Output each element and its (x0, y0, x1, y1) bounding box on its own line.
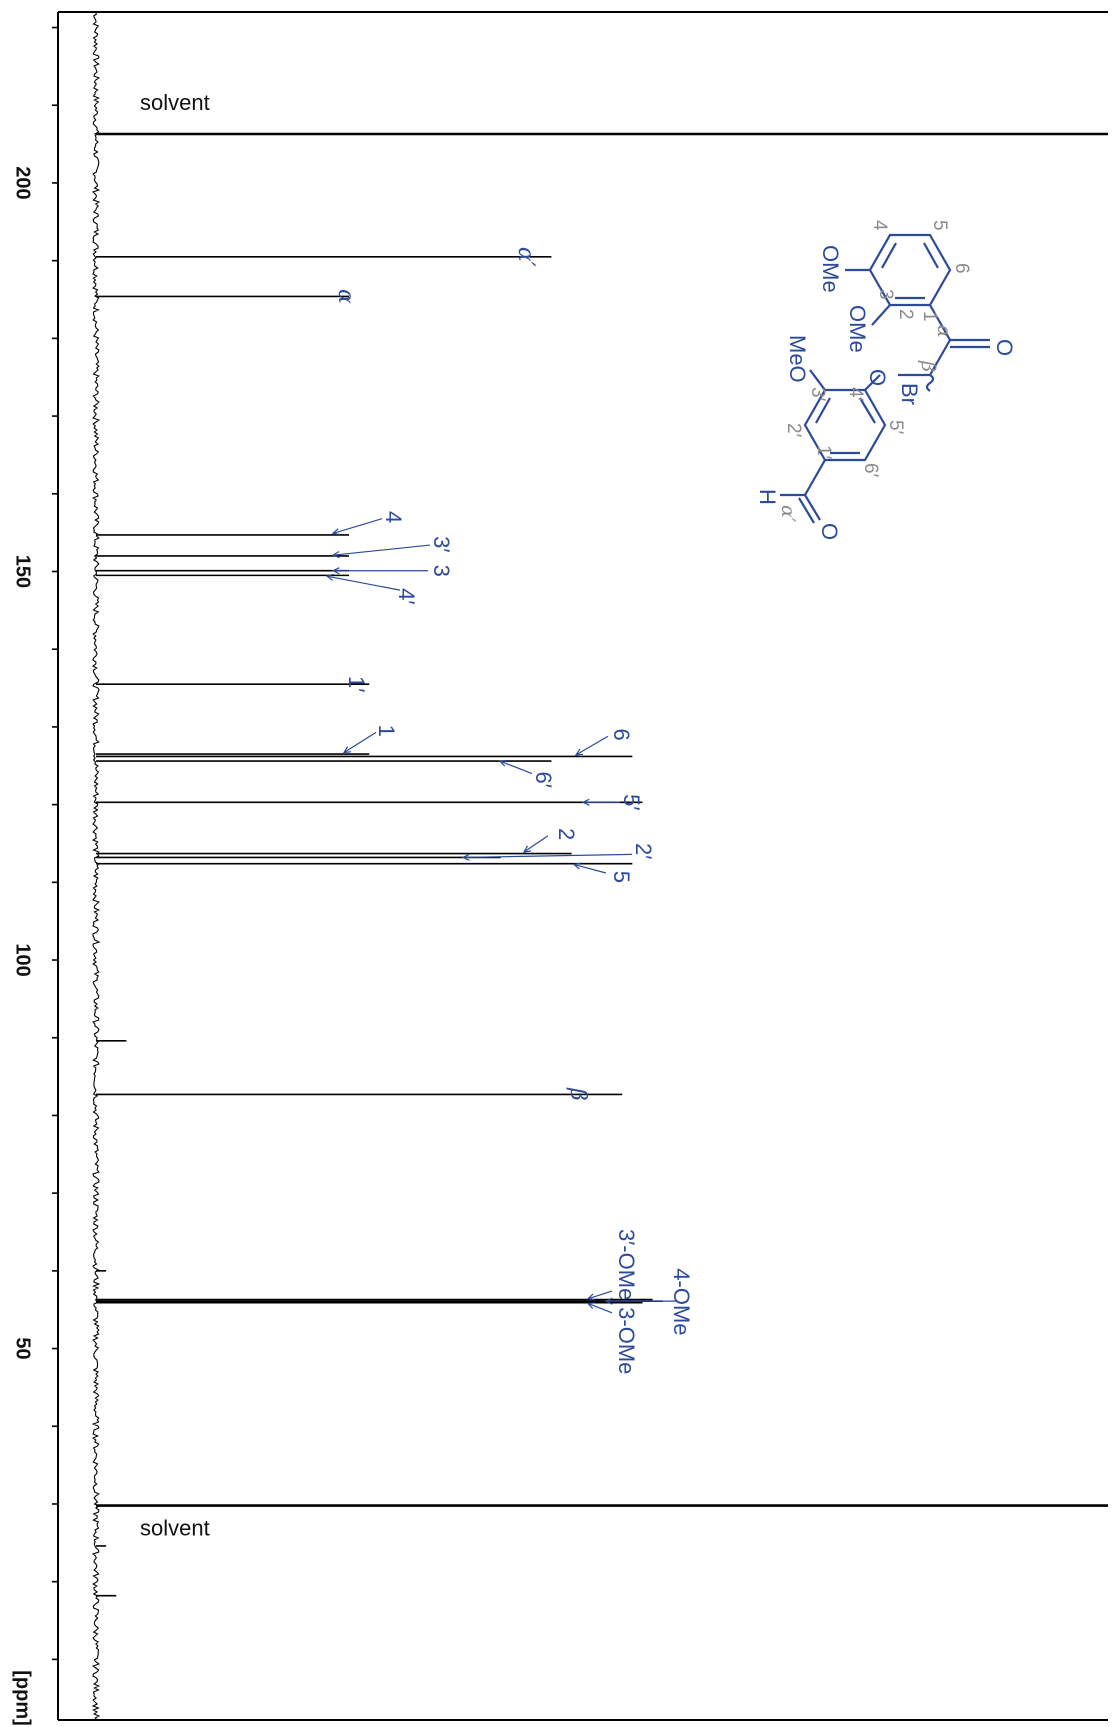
peak-label: 2 (554, 828, 579, 840)
solvent-label: solvent (140, 90, 210, 115)
locant-label: 5 (929, 220, 950, 231)
locant-label: 3′ (807, 387, 828, 402)
locant-label: β (917, 360, 939, 372)
ome-bond-3 (871, 304, 891, 326)
peak-label-arrow (332, 544, 431, 556)
peak-label: α′ (513, 247, 538, 267)
arrowhead (331, 550, 340, 559)
ring-b-double-bond (859, 397, 876, 424)
locant-label: 1′ (813, 445, 834, 460)
locant-label: 6′ (860, 463, 881, 478)
atom-label: O (817, 523, 842, 540)
peak-label-arrow (326, 575, 401, 591)
arrowhead (331, 567, 340, 575)
locant-label: 2′ (783, 423, 804, 438)
arrowhead (331, 528, 341, 536)
peak-label: 4-OMe (669, 1268, 694, 1335)
locant-label: α′ (777, 505, 799, 523)
atom-label: H (755, 489, 780, 505)
tick-label: 200 (12, 166, 34, 199)
aldehyde-double-bond (798, 497, 815, 524)
locant-label: 1 (919, 311, 940, 322)
peak-label: 4 (381, 511, 406, 523)
axes-layer: 200 150 100 50 [ppm] (12, 11, 1108, 1726)
arrowhead (342, 746, 352, 754)
peaks-layer (91, 11, 1108, 1721)
meo-bond (809, 369, 826, 391)
peak-label: 5 (609, 871, 634, 883)
arrowhead (604, 1297, 613, 1305)
locant-label: 2 (895, 309, 916, 320)
peak-label-arrow (332, 518, 383, 534)
solvent-label: solvent (140, 1516, 210, 1541)
peak-label: 2′ (631, 843, 656, 859)
ring-b-double-bond (815, 397, 831, 424)
tick-label: 150 (12, 555, 34, 588)
wavy-bond (925, 374, 935, 392)
atom-label: O (865, 369, 890, 386)
locant-label: 4′ (845, 387, 866, 402)
peak-label: 3′ (429, 536, 454, 552)
ring-a-double-bond (923, 242, 939, 269)
peak-label: α (333, 289, 358, 304)
ring-a-carbonyl-bond (929, 304, 951, 341)
peak-labels-layer: solvent α′ α 4 3′ 3 4′ 1′ 1 6 6′ 5′ 2 2′ 5 β 3′-OMe 4-OMe… (140, 90, 694, 1541)
peak-label: 1 (374, 725, 399, 737)
tick-label: 100 (12, 943, 34, 976)
atom-label: OMe (818, 245, 843, 293)
atom-label: O (992, 339, 1017, 356)
locant-label: α (933, 325, 955, 338)
molecule-structure: O Br O OMe OMe MeO O H 6 5 4 3 2 1 α β 5… (755, 220, 1017, 540)
aldehyde-double-bond (804, 494, 821, 521)
peak-label: 1′ (344, 676, 369, 692)
locant-label: 4 (869, 220, 890, 231)
arrowhead (581, 798, 590, 806)
spectrum-baseline (91, 11, 101, 1721)
peak-label-arrow (587, 1290, 613, 1300)
peak-label-arrow (573, 863, 607, 874)
peak-label: 5′ (619, 794, 644, 810)
arrowhead (586, 1293, 596, 1301)
locant-label: 3 (875, 289, 896, 300)
arrowhead (586, 1302, 596, 1310)
peak-label: β (565, 1087, 590, 1101)
arrowhead (461, 853, 470, 861)
peak-label-arrow (575, 735, 609, 756)
peak-label: 3 (429, 565, 454, 577)
locant-label: 6 (951, 263, 972, 274)
alpha-beta-bond (929, 339, 951, 376)
peak-label: 3′-OMe (614, 1229, 639, 1300)
atom-label: MeO (785, 335, 810, 383)
peak-label: 4′ (394, 588, 419, 604)
peak-label-arrow (523, 835, 549, 853)
ring-b-aldehyde-bond (804, 459, 826, 496)
arrowhead (574, 748, 584, 756)
peak-label-arrow (343, 731, 377, 754)
peak-label: 6′ (531, 772, 556, 788)
peak-label-arrow (587, 1302, 613, 1314)
peak-label: 3-OMe (614, 1307, 639, 1374)
o-ring-b-bond (864, 374, 881, 391)
locant-label: 5′ (885, 420, 906, 435)
peak-label-arrow (499, 760, 533, 775)
arrowhead (498, 759, 508, 767)
peak-label: 6 (609, 729, 634, 741)
ring-a-double-bond (881, 242, 897, 269)
arrowhead (522, 845, 532, 853)
peak-label-arrow (462, 853, 633, 859)
arrowhead (572, 862, 581, 870)
arrowhead (325, 573, 334, 581)
atom-label: Br (897, 383, 922, 405)
atom-label: OMe (845, 305, 870, 353)
tick-label: 50 (12, 1337, 34, 1359)
axis-title: [ppm] (12, 1670, 34, 1726)
